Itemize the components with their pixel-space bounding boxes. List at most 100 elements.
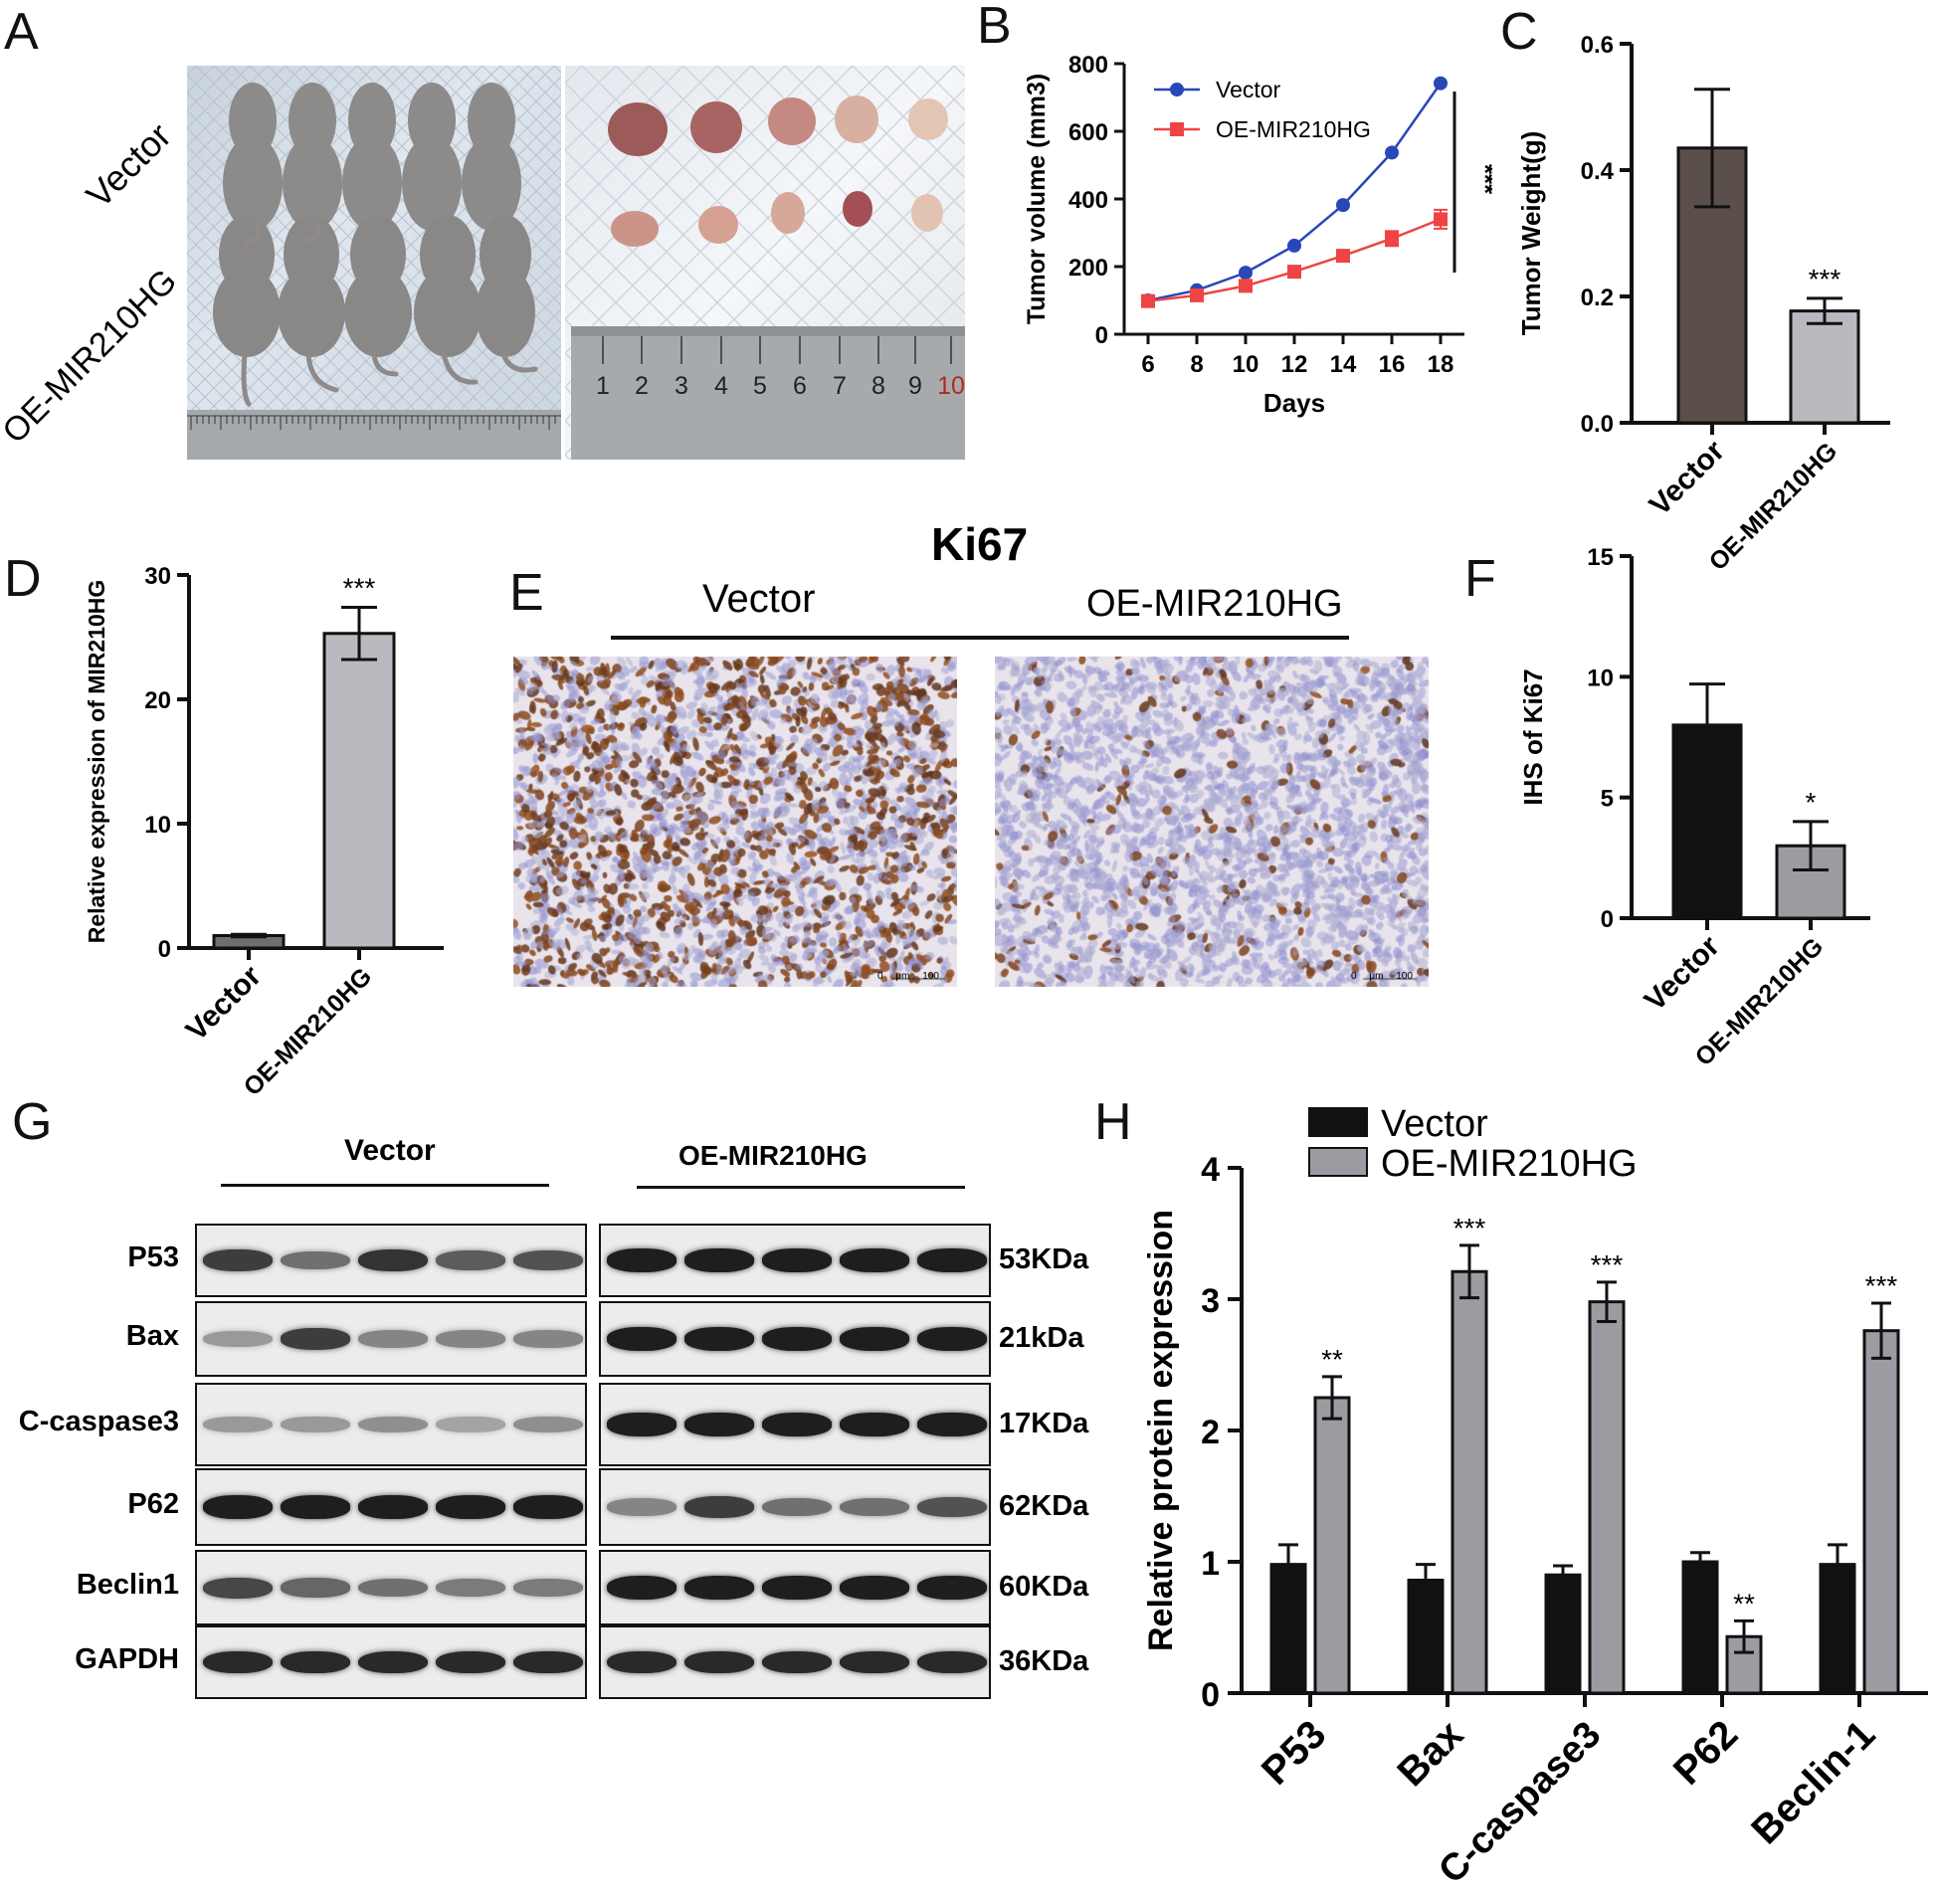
- blot-row-label: Bax: [125, 1320, 179, 1352]
- blot-band: [436, 1579, 505, 1597]
- panel-label-a: A: [4, 3, 39, 61]
- blot-row-kda: 53KDa: [999, 1243, 1089, 1275]
- blot-strip-oe: [599, 1625, 991, 1699]
- significance-label: ***: [1453, 1213, 1486, 1243]
- blot-band: [607, 1576, 677, 1600]
- blot-band: [203, 1495, 273, 1519]
- blot-band: [840, 1327, 909, 1351]
- scale-bar-unit: μm: [895, 971, 910, 982]
- ruler-tick: 6: [793, 372, 807, 400]
- blot-band: [281, 1495, 350, 1519]
- blot-band: [358, 1248, 428, 1272]
- x-axis-label: Days: [1263, 388, 1325, 418]
- blot-band: [513, 1650, 583, 1674]
- blot-strip-oe: [599, 1383, 991, 1466]
- panel-label-d: D: [4, 550, 42, 608]
- y-tick-label: 0.6: [1581, 32, 1614, 59]
- blot-band: [436, 1330, 505, 1348]
- row-label-vector: Vector: [79, 115, 179, 216]
- blot-underline-oe: [637, 1186, 965, 1189]
- legend-marker: [1170, 83, 1184, 96]
- y-axis-label: IHS of Ki67: [1518, 668, 1548, 805]
- blot-row-kda: 62KDa: [999, 1490, 1089, 1522]
- data-point: [1190, 287, 1204, 302]
- blot-band: [513, 1495, 583, 1519]
- panel-e: Ki67 Vector OE-MIR210HG 0 μm 100 0 μm 10…: [497, 517, 1452, 995]
- panel-g-western-blot: Vector OE-MIR210HG P53 53KDa Bax 21kDa C-cas…: [0, 1124, 1114, 1721]
- y-tick-label: 0: [1095, 322, 1108, 349]
- x-tick-label: 18: [1428, 351, 1454, 378]
- bar: [1407, 1578, 1445, 1695]
- panel-e-title: Ki67: [931, 518, 1029, 570]
- blot-band: [917, 1413, 987, 1436]
- blot-band: [358, 1416, 428, 1433]
- blot-band: [281, 1250, 350, 1270]
- blot-band: [513, 1416, 583, 1433]
- y-tick-label: 4: [1201, 1151, 1220, 1189]
- blot-band: [513, 1330, 583, 1348]
- scale-bar-vector: 0 μm 100: [877, 971, 939, 982]
- mice-photo: [187, 66, 561, 460]
- category-label: P53: [1254, 1712, 1334, 1793]
- bar: [1862, 1329, 1900, 1695]
- category-label: Vector: [1639, 929, 1726, 1017]
- significance-label: ***: [1865, 1270, 1898, 1301]
- group-label-vector: Vector: [702, 577, 816, 621]
- significance-label: ***: [1591, 1249, 1624, 1280]
- blot-band: [358, 1330, 428, 1348]
- panel-h-grouped-bar-chart: 01234**P53***Bax***C-caspase3**P62***Bec…: [1142, 1103, 1928, 1892]
- y-tick-label: 10: [1587, 665, 1614, 691]
- y-tick-label: 3: [1201, 1282, 1220, 1320]
- group-underline: [611, 636, 1349, 640]
- y-tick-label: 0: [158, 936, 171, 963]
- blot-band: [684, 1496, 754, 1518]
- blot-strip-vector: [195, 1383, 587, 1466]
- blot-row-label: P53: [127, 1241, 179, 1273]
- category-label: Vector: [1644, 434, 1731, 521]
- y-tick-label: 800: [1068, 52, 1108, 79]
- blot-band: [281, 1416, 350, 1433]
- scale-bar-unit: μm: [1369, 971, 1384, 982]
- blot-row-kda: 17KDa: [999, 1408, 1089, 1439]
- ruler-ticks: 1 2 3 4 5 6 7 8 9 10: [596, 372, 965, 400]
- scale-bar-zero: 0: [877, 971, 883, 982]
- ruler-tick: 8: [871, 372, 885, 400]
- blot-band: [607, 1498, 677, 1516]
- category-label: Bax: [1389, 1712, 1471, 1795]
- scale-bar-max: 100: [1396, 971, 1413, 982]
- y-tick-label: 200: [1068, 255, 1108, 282]
- ruler-tick: 7: [833, 372, 847, 400]
- y-tick-label: 600: [1068, 119, 1108, 146]
- blot-row-label: P62: [127, 1488, 179, 1520]
- significance-label: *: [1806, 787, 1817, 818]
- blot-underline-vector: [221, 1184, 549, 1187]
- y-tick-label: 1: [1201, 1545, 1220, 1583]
- mice-illustration: [187, 66, 561, 460]
- blot-band: [684, 1576, 754, 1600]
- blot-row-label: Beclin1: [76, 1569, 179, 1601]
- blot-band: [762, 1248, 832, 1272]
- blot-band: [607, 1650, 677, 1674]
- blot-band: [840, 1248, 909, 1272]
- category-label: Vector: [180, 959, 268, 1047]
- blot-band: [203, 1416, 273, 1433]
- blot-band: [358, 1578, 428, 1598]
- data-point: [1385, 231, 1399, 246]
- blot-band: [436, 1495, 505, 1519]
- blot-band: [607, 1413, 677, 1436]
- x-tick-label: 8: [1190, 351, 1203, 378]
- blot-band: [203, 1249, 273, 1271]
- blot-band: [203, 1577, 273, 1599]
- y-tick-label: 0.2: [1581, 285, 1614, 311]
- legend-label: Vector: [1216, 77, 1281, 102]
- blot-band: [436, 1650, 505, 1674]
- bar: [1819, 1563, 1856, 1695]
- blot-strip-oe: [599, 1301, 991, 1377]
- row-label-oe: OE-MIR210HG: [0, 262, 184, 451]
- blot-row-kda: 60KDa: [999, 1571, 1089, 1603]
- blot-band: [917, 1248, 987, 1272]
- blot-band: [917, 1496, 987, 1518]
- blot-strip-vector: [195, 1468, 587, 1546]
- bar: [1789, 309, 1860, 425]
- legend-marker: [1170, 122, 1184, 136]
